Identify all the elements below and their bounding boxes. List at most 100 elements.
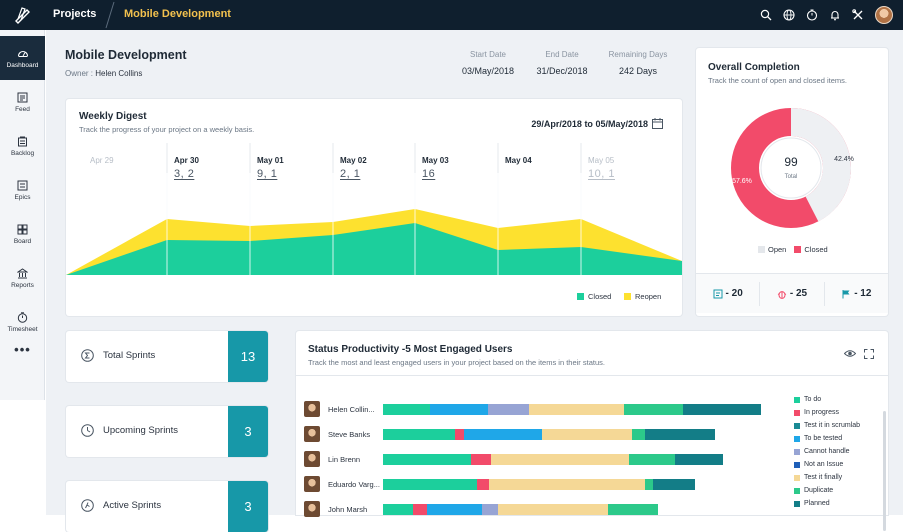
- bar-segment[interactable]: [645, 429, 715, 440]
- legend-open[interactable]: Open: [758, 245, 786, 254]
- bar-segment[interactable]: [482, 504, 498, 515]
- bar-segment[interactable]: [455, 429, 464, 440]
- sidebar-item-timesheet[interactable]: Timesheet: [0, 300, 45, 344]
- user-row-lin[interactable]: Lin Brenn: [304, 451, 384, 467]
- bar-segment[interactable]: [383, 454, 471, 465]
- user-name: John Marsh: [328, 505, 384, 514]
- timer-icon[interactable]: [806, 9, 818, 21]
- legend-item[interactable]: To be tested: [794, 432, 860, 445]
- user-bar[interactable]: [383, 479, 695, 490]
- bug-count[interactable]: - 25: [760, 282, 824, 306]
- bar-segment[interactable]: [488, 404, 529, 415]
- legend-item[interactable]: Test it finally: [794, 471, 860, 484]
- total-sprints-card[interactable]: Total Sprints 13: [66, 331, 268, 382]
- user-row-helen[interactable]: Helen Collin...: [304, 401, 384, 417]
- legend-item[interactable]: Planned: [794, 497, 860, 510]
- legend-closed[interactable]: Closed: [577, 292, 611, 301]
- bar-segment[interactable]: [624, 404, 683, 415]
- overall-completion-subtitle: Track the count of open and closed items…: [708, 76, 847, 85]
- bar-segment[interactable]: [383, 404, 430, 415]
- day-value-may05[interactable]: 10, 1: [588, 168, 615, 180]
- search-icon[interactable]: [760, 9, 772, 21]
- owner-name[interactable]: Helen Collins: [95, 69, 142, 78]
- bar-segment[interactable]: [383, 479, 477, 490]
- date-range[interactable]: 29/Apr/2018 to 05/May/2018: [531, 119, 648, 129]
- legend-item[interactable]: In progress: [794, 406, 860, 419]
- bar-segment[interactable]: [491, 454, 629, 465]
- user-row-steve[interactable]: Steve Banks: [304, 426, 384, 442]
- bar-segment[interactable]: [464, 429, 542, 440]
- globe-icon[interactable]: [783, 9, 795, 21]
- user-bar[interactable]: [383, 454, 723, 465]
- active-sprints-card[interactable]: Active Sprints 3: [66, 481, 268, 532]
- user-bar[interactable]: [383, 504, 658, 515]
- legend-reopen[interactable]: Reopen: [624, 292, 661, 301]
- day-value-may02[interactable]: 2, 1: [340, 168, 360, 180]
- bar-segment[interactable]: [542, 429, 632, 440]
- calendar-icon[interactable]: [652, 118, 663, 129]
- legend-closed-item[interactable]: Closed: [794, 245, 827, 254]
- active-sprints-label: Active Sprints: [103, 500, 161, 511]
- sidebar-item-reports[interactable]: Reports: [0, 256, 45, 300]
- legend-item[interactable]: Not an Issue: [794, 458, 860, 471]
- upcoming-sprints-card[interactable]: Upcoming Sprints 3: [66, 406, 268, 457]
- legend-open-swatch: [758, 246, 765, 253]
- user-avatar[interactable]: [875, 6, 893, 24]
- day-value-may01[interactable]: 9, 1: [257, 168, 277, 180]
- total-sprints-value: 13: [228, 331, 268, 382]
- upcoming-sprints-label: Upcoming Sprints: [103, 425, 178, 436]
- day-value-apr30[interactable]: 3, 2: [174, 168, 194, 180]
- scrollbar[interactable]: [883, 411, 886, 531]
- bar-segment[interactable]: [477, 479, 489, 490]
- bar-segment[interactable]: [383, 504, 413, 515]
- legend-closed-label: Closed: [588, 292, 611, 301]
- day-value-may03[interactable]: 16: [422, 168, 435, 180]
- bar-segment[interactable]: [489, 479, 645, 490]
- donut-total-value: 99: [784, 155, 798, 169]
- sidebar-item-label: Dashboard: [7, 62, 39, 69]
- bar-segment[interactable]: [427, 504, 482, 515]
- eye-icon[interactable]: [844, 349, 856, 358]
- milestone-count[interactable]: - 12: [825, 282, 888, 306]
- legend-item[interactable]: Test it in scrumlab: [794, 419, 860, 432]
- bar-segment[interactable]: [529, 404, 624, 415]
- user-bar[interactable]: [383, 404, 761, 415]
- bar-segment[interactable]: [629, 454, 675, 465]
- bar-segment[interactable]: [683, 404, 761, 415]
- app-logo-icon[interactable]: [0, 0, 45, 30]
- legend-item[interactable]: To do: [794, 393, 860, 406]
- user-row-eduardo[interactable]: Eduardo Varg...: [304, 476, 384, 492]
- sidebar-item-board[interactable]: Board: [0, 212, 45, 256]
- bar-segment[interactable]: [675, 454, 723, 465]
- sidebar-item-epics[interactable]: Epics: [0, 168, 45, 212]
- user-bar[interactable]: [383, 429, 715, 440]
- bell-icon[interactable]: [829, 9, 841, 21]
- task-count-value: - 20: [726, 288, 743, 299]
- bar-segment[interactable]: [430, 404, 488, 415]
- bar-segment[interactable]: [653, 479, 695, 490]
- bar-segment[interactable]: [413, 504, 427, 515]
- bar-segment[interactable]: [645, 479, 653, 490]
- sidebar-item-label: Board: [14, 238, 31, 245]
- start-date-value: 03/May/2018: [458, 66, 518, 76]
- legend-item[interactable]: Cannot handle: [794, 445, 860, 458]
- legend-item[interactable]: Duplicate: [794, 484, 860, 497]
- bar-segment[interactable]: [498, 504, 608, 515]
- expand-icon[interactable]: [864, 349, 874, 359]
- sidebar-item-backlog[interactable]: Backlog: [0, 124, 45, 168]
- more-menu-icon[interactable]: •••: [0, 342, 45, 357]
- bar-segment[interactable]: [608, 504, 658, 515]
- sidebar-item-feed[interactable]: Feed: [0, 80, 45, 124]
- bar-segment[interactable]: [383, 429, 455, 440]
- bar-segment[interactable]: [471, 454, 491, 465]
- sidebar-item-dashboard[interactable]: Dashboard: [0, 36, 45, 80]
- upcoming-sprints-value: 3: [228, 406, 268, 457]
- projects-link[interactable]: Projects: [53, 8, 96, 20]
- tools-icon[interactable]: [852, 9, 864, 21]
- task-count[interactable]: - 20: [696, 282, 760, 306]
- donut-open-pct: 42.4%: [834, 156, 854, 163]
- card-divider: [296, 375, 888, 376]
- breadcrumb-project[interactable]: Mobile Development: [124, 8, 231, 20]
- legend-reopen-swatch: [624, 293, 631, 300]
- bar-segment[interactable]: [632, 429, 645, 440]
